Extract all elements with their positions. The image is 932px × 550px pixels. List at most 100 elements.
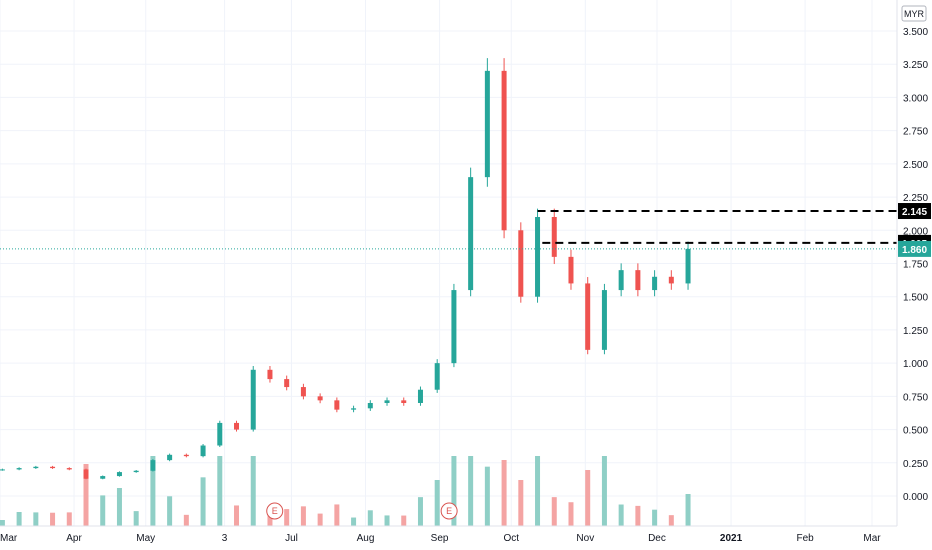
volume-bar — [100, 495, 106, 526]
resistance-1-badge — [898, 203, 931, 220]
last-price-badge — [898, 240, 931, 257]
x-tick-label: Jul — [285, 533, 298, 544]
volume-bar — [635, 505, 641, 526]
candle-body — [217, 422, 223, 446]
candle-body — [652, 276, 658, 291]
volume-bar — [300, 506, 306, 526]
volume-bar — [116, 488, 122, 526]
volume-bar — [183, 514, 189, 526]
y-tick-label: 1.500 — [903, 293, 928, 304]
candle-body — [417, 389, 423, 403]
candle-body — [384, 400, 390, 403]
volume-bar — [401, 515, 407, 526]
candle-body — [401, 400, 407, 403]
y-tick-label: 3.500 — [903, 27, 928, 38]
volume-bar — [468, 456, 474, 526]
price-axis[interactable]: 3.500 3.250 3.000 2.750 2.500 2.250 2.000 1.750… — [903, 27, 928, 503]
candle-body — [267, 369, 273, 380]
currency-badge[interactable]: MYR — [901, 5, 927, 22]
candle-body — [551, 217, 557, 257]
candle-body — [66, 468, 72, 470]
volume-bar — [417, 497, 423, 526]
candlesticks — [0, 58, 691, 480]
volume-bar — [451, 456, 457, 526]
volume-bar — [618, 504, 624, 526]
volume-bar — [0, 520, 5, 526]
candle-body — [83, 469, 89, 479]
volume-bar — [150, 456, 156, 526]
y-tick-label: 1.000 — [903, 359, 928, 370]
volume-bar — [484, 466, 490, 526]
earnings-label: E — [272, 506, 278, 516]
volume-bar — [50, 512, 56, 526]
time-axis[interactable]: Mar Apr May 3 Jul Aug Sep Oct Nov Dec 2021 Feb Mar — [0, 533, 881, 544]
resistance-1-badge-label: 2.145 — [902, 207, 927, 218]
candle-body — [535, 217, 541, 297]
volume-bar — [668, 515, 674, 526]
x-tick-label: Apr — [66, 533, 82, 544]
volume-bar — [652, 509, 658, 526]
x-tick-label: Dec — [648, 533, 666, 544]
volume-bar — [568, 502, 574, 526]
y-tick-label: 1.750 — [903, 260, 928, 271]
candle-body — [167, 454, 173, 461]
volume-bar — [501, 460, 507, 526]
candle-body — [518, 230, 524, 297]
candle-body — [618, 270, 624, 291]
volume-bar — [351, 517, 357, 526]
volume-bar — [434, 480, 440, 526]
volume-bar — [217, 456, 223, 526]
volume-bar — [317, 513, 323, 526]
y-tick-label: 1.250 — [903, 326, 928, 337]
volume-bar — [83, 464, 89, 526]
x-tick-label: Mar — [0, 533, 18, 544]
volume-bar — [133, 511, 139, 526]
candle-body — [100, 476, 106, 479]
y-tick-label: 2.250 — [903, 193, 928, 204]
horizontal-levels[interactable] — [537, 210, 897, 244]
grid-lines — [0, 0, 897, 526]
candle-body — [234, 422, 240, 430]
candle-body — [150, 460, 156, 471]
x-tick-label: Oct — [503, 533, 519, 544]
volume-bar — [535, 456, 541, 526]
volume-bar — [234, 505, 240, 526]
earnings-label: E — [446, 506, 452, 516]
x-tick-label: Mar — [863, 533, 881, 544]
volume-bar — [585, 470, 591, 526]
candle-body — [183, 454, 189, 457]
volume-bars — [0, 456, 691, 526]
candle-body — [451, 290, 457, 364]
x-tick-label: Nov — [576, 533, 594, 544]
candle-body — [116, 472, 122, 477]
candle-body — [568, 256, 574, 284]
earnings-marker — [266, 502, 284, 520]
currency-label: MYR — [904, 9, 925, 19]
volume-bar — [685, 494, 691, 526]
x-tick-label: Feb — [796, 533, 814, 544]
candle-body — [484, 70, 490, 178]
candle-body — [668, 276, 674, 284]
volume-bar — [33, 512, 39, 526]
volume-bar — [16, 512, 22, 526]
y-tick-label: 2.000 — [903, 226, 928, 237]
candle-body — [200, 445, 206, 457]
candle-body — [601, 290, 607, 350]
candle-body — [250, 369, 256, 430]
candle-body — [635, 270, 641, 291]
candle-body — [501, 70, 507, 231]
volume-bar — [367, 510, 373, 526]
candle-body — [685, 248, 691, 284]
candle-body — [317, 396, 323, 401]
candle-body — [334, 400, 340, 410]
volume-bar — [250, 456, 256, 526]
x-tick-label: 2021 — [720, 533, 743, 544]
volume-bar — [66, 512, 72, 526]
x-tick-label: 3 — [222, 533, 228, 544]
y-tick-label: 0.250 — [903, 459, 928, 470]
y-tick-label: 2.500 — [903, 160, 928, 171]
